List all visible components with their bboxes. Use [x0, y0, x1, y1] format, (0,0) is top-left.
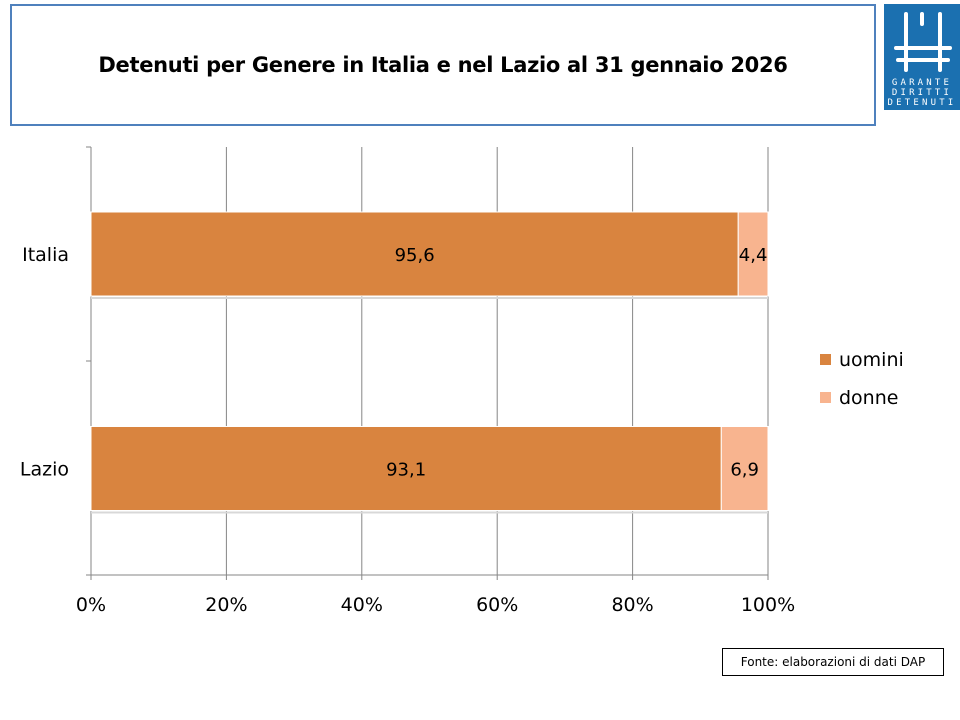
x-tick-label: 20% — [205, 594, 247, 616]
chart-title: Detenuti per Genere in Italia e nel Lazi… — [98, 53, 788, 77]
legend-label: donne — [839, 387, 898, 409]
logo-mark-icon — [894, 12, 952, 72]
data-label: 6,9 — [730, 460, 759, 481]
title-box: Detenuti per Genere in Italia e nel Lazi… — [10, 4, 876, 126]
source-note: Fonte: elaborazioni di dati DAP — [722, 648, 944, 676]
legend-swatch-uomini — [820, 354, 831, 365]
bar-donne — [720, 426, 769, 511]
data-label: 4,4 — [739, 245, 768, 266]
x-tick-label: 100% — [741, 594, 795, 616]
x-tick-label: 60% — [476, 594, 518, 616]
y-tick-label: Italia — [22, 244, 69, 266]
garante-logo: GARANTE DIRITTI DETENUTI — [884, 4, 960, 110]
data-label: 95,6 — [395, 245, 435, 266]
x-tick-label: 0% — [76, 594, 106, 616]
legend-label: uomini — [839, 349, 904, 371]
bar-uomini — [90, 426, 722, 511]
legend-swatch-donne — [820, 392, 831, 403]
data-label: 93,1 — [386, 460, 426, 481]
x-tick-label: 80% — [611, 594, 653, 616]
bar-uomini — [90, 211, 739, 297]
x-tick-label: 40% — [341, 594, 383, 616]
y-tick-label: Lazio — [20, 459, 69, 481]
logo-text: GARANTE DIRITTI DETENUTI — [887, 78, 957, 108]
bar-donne — [737, 211, 769, 297]
